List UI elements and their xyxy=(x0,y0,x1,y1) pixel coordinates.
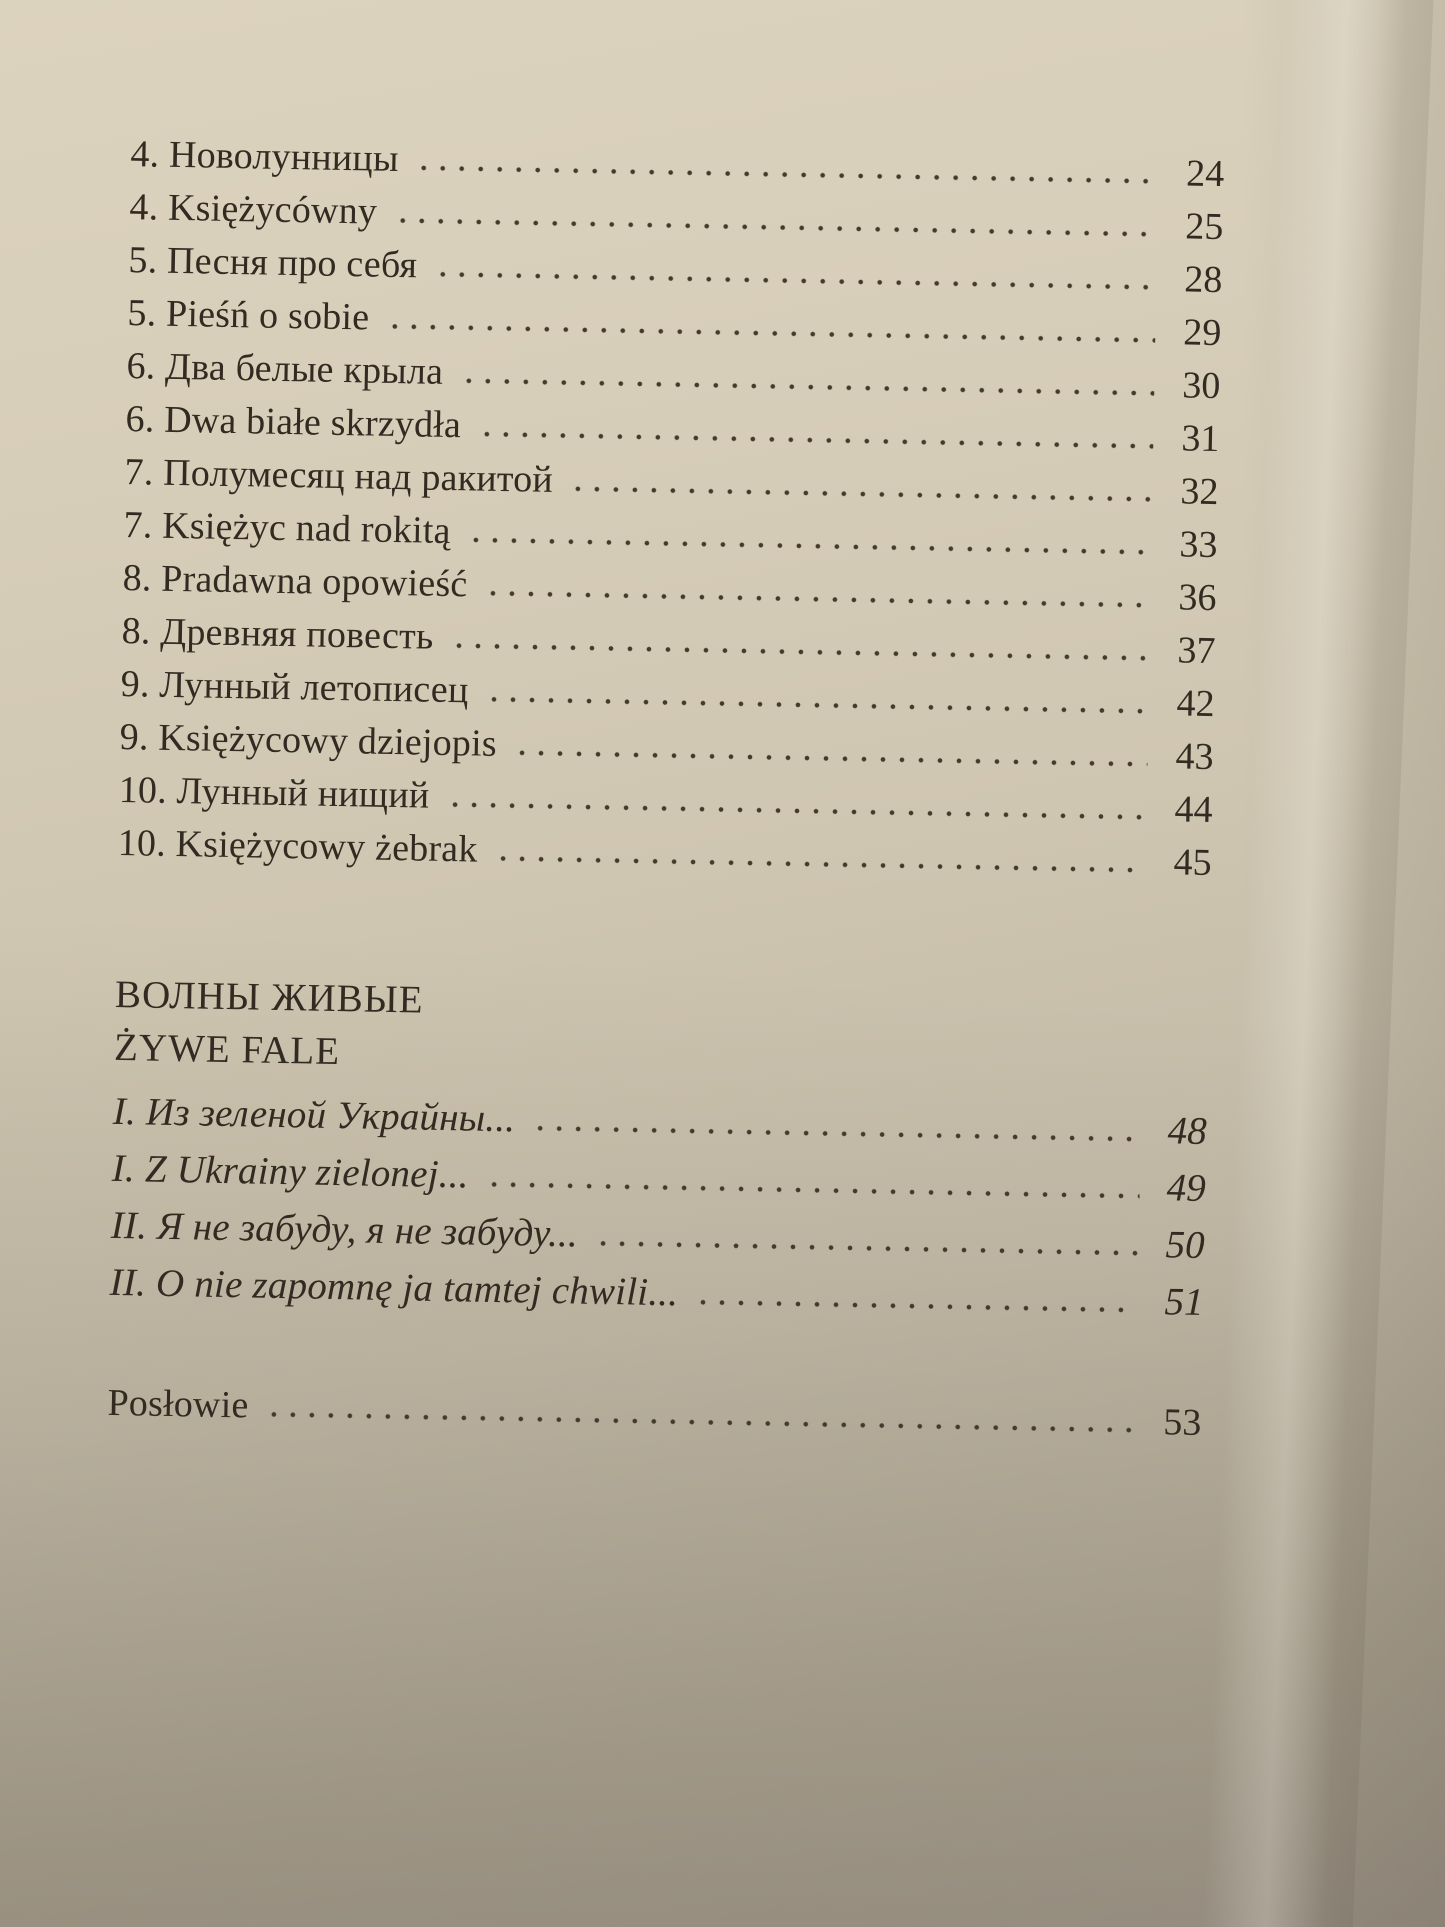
dot-leader xyxy=(445,641,1150,662)
dot-leader xyxy=(410,164,1159,185)
dot-leader xyxy=(508,749,1148,768)
toc-entry-label: I. Из зеленой Украйны... xyxy=(112,1089,516,1141)
toc-entry-page: 43 xyxy=(1175,735,1214,779)
toc-entry-label: I. Z Ukrainy zielonej... xyxy=(111,1146,470,1197)
toc-list-section: I. Из зеленой Украйны... 48 I. Z Ukrainy z… xyxy=(109,1083,1207,1331)
dot-leader xyxy=(441,800,1147,821)
toc-entry-label: 7. Полумесяц над ракитой xyxy=(124,451,554,501)
dot-leader xyxy=(260,1410,1136,1434)
toc-entry-label: 10. Лунный нищий xyxy=(118,768,430,817)
toc-entry-page: 49 xyxy=(1166,1166,1207,1210)
dot-leader xyxy=(479,589,1151,609)
toc-entry-label: 6. Два белые крыла xyxy=(126,345,444,393)
dot-leader xyxy=(689,1298,1138,1314)
dot-leader xyxy=(564,485,1153,503)
toc-entry-page: 31 xyxy=(1181,417,1220,461)
toc-entry-label: 8. Древняя повесть xyxy=(121,610,434,658)
toc-entry-label: 7. Księżyc nad rokitą xyxy=(123,504,452,553)
section-heading: ВОЛНЫ ЖИВЫЕ ŻYWE FALE xyxy=(114,968,1210,1094)
table-of-contents: 4. Новолунницы 24 4. Księżycówny 25 5. Песня… xyxy=(107,128,1225,1450)
toc-entry-page: 24 xyxy=(1185,152,1225,196)
toc-entry-label: 5. Pieśń o sobie xyxy=(127,292,370,339)
dot-leader xyxy=(526,1124,1141,1143)
toc-entry-page: 37 xyxy=(1177,629,1216,673)
dot-leader xyxy=(462,536,1152,556)
dot-leader xyxy=(455,377,1155,397)
toc-entry-page: 44 xyxy=(1174,788,1213,832)
toc-entry-page: 28 xyxy=(1183,258,1223,302)
toc-entry-label: II. Я не забуду, я не забуду... xyxy=(110,1203,579,1256)
dot-leader xyxy=(428,270,1157,291)
toc-entry-label: 6. Dwa białe skrzydła xyxy=(125,398,462,447)
toc-entry-page: 25 xyxy=(1184,205,1224,249)
toc-entry-page: 51 xyxy=(1164,1280,1204,1324)
dot-leader xyxy=(381,322,1156,344)
dot-leader xyxy=(480,1180,1140,1200)
toc-entry-label: 9. Księżycowy dziejopis xyxy=(119,715,498,765)
toc-entry-page: 33 xyxy=(1179,523,1218,567)
dot-leader xyxy=(489,854,1146,874)
dot-leader xyxy=(480,695,1149,715)
toc-entry-page: 50 xyxy=(1165,1223,1206,1267)
toc-entry-page: 30 xyxy=(1181,364,1221,408)
toc-entry-page: 32 xyxy=(1180,470,1219,514)
toc-entry-page: 42 xyxy=(1176,682,1215,726)
toc-entry-label: Posłowie xyxy=(107,1381,249,1427)
dot-leader xyxy=(472,430,1154,450)
toc-entry-label: 4. Księżycówny xyxy=(129,186,378,233)
toc-entry-label: 9. Лунный летописец xyxy=(120,663,469,712)
toc-entry-label: 4. Новолунницы xyxy=(130,133,400,181)
dot-leader xyxy=(589,1239,1139,1257)
dot-leader xyxy=(388,216,1158,238)
toc-list-main: 4. Новолунницы 24 4. Księżycówny 25 5. Песня… xyxy=(117,128,1224,890)
toc-entry-page: 48 xyxy=(1167,1109,1208,1153)
toc-entry-page: 36 xyxy=(1178,576,1217,620)
toc-entry-label: 5. Песня про себя xyxy=(128,239,418,287)
toc-entry-page: 53 xyxy=(1162,1401,1202,1444)
toc-entry-page: 45 xyxy=(1173,841,1213,885)
toc-entry-label: II. O nie zapomnę ja tamtej chwili... xyxy=(109,1260,679,1315)
toc-entry-label: 10. Księżycowy żebrak xyxy=(117,821,478,871)
toc-entry-label: 8. Pradawna opowieść xyxy=(122,557,468,606)
toc-entry-page: 29 xyxy=(1182,311,1222,355)
